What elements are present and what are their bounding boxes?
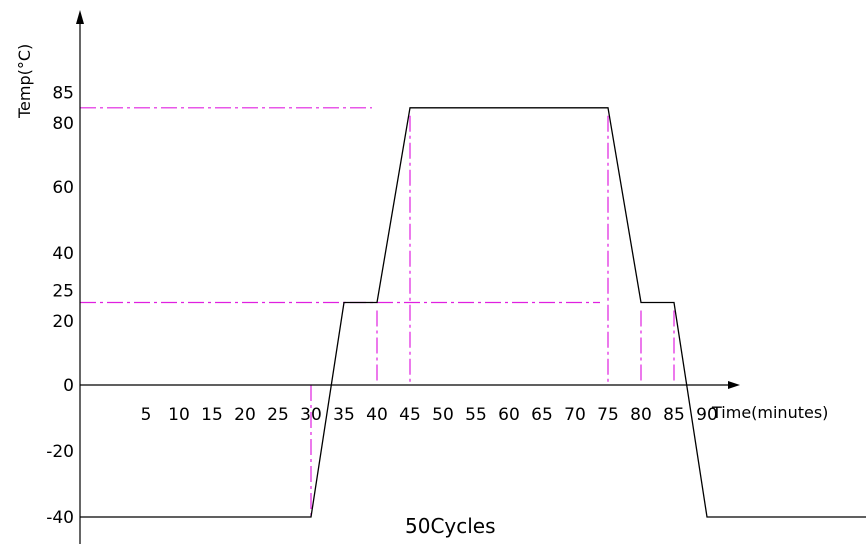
x-tick-label: 80 xyxy=(630,405,652,425)
x-tick-label: 5 xyxy=(141,405,152,425)
axes xyxy=(76,10,740,544)
x-tick-label: 30 xyxy=(300,405,322,425)
x-tick-label: 90 xyxy=(696,405,718,425)
y-tick-label: -40 xyxy=(46,508,74,528)
x-tick-label: 65 xyxy=(531,405,553,425)
x-tick-label: 70 xyxy=(564,405,586,425)
x-tick-label: 45 xyxy=(399,405,421,425)
x-tick-label: 85 xyxy=(663,405,685,425)
temperature-profile-line xyxy=(80,107,866,518)
chart-caption: 50Cycles xyxy=(405,514,496,538)
x-tick-label: 40 xyxy=(366,405,388,425)
x-tick-label: 75 xyxy=(597,405,619,425)
y-tick-label: 60 xyxy=(52,178,74,198)
x-ticks: 5 10 15 20 25 30 35 40 45 50 55 60 65 70 75 80 85 90 xyxy=(141,405,718,425)
x-tick-label: 25 xyxy=(267,405,289,425)
x-axis-title: Time(minutes) xyxy=(711,403,828,422)
x-tick-label: 20 xyxy=(234,405,256,425)
x-tick-label: 60 xyxy=(498,405,520,425)
x-tick-label: 55 xyxy=(465,405,487,425)
y-axis-arrow-icon xyxy=(76,10,84,24)
y-tick-label: 20 xyxy=(52,312,74,332)
y-tick-label: 0 xyxy=(63,376,74,396)
reference-lines xyxy=(80,107,675,517)
x-tick-label: 35 xyxy=(333,405,355,425)
y-axis-title: Temp(°C) xyxy=(15,44,34,119)
x-axis-arrow-icon xyxy=(728,381,740,389)
y-tick-label: -20 xyxy=(46,442,74,462)
x-tick-label: 15 xyxy=(201,405,223,425)
y-tick-label: 80 xyxy=(52,114,74,134)
x-tick-label: 50 xyxy=(432,405,454,425)
y-tick-label: 40 xyxy=(52,244,74,264)
y-tick-label: 85 xyxy=(52,84,74,104)
y-tick-label: 25 xyxy=(52,282,74,302)
y-ticks: 85 80 60 40 25 20 0 -20 -40 xyxy=(46,84,74,529)
x-tick-label: 10 xyxy=(168,405,190,425)
